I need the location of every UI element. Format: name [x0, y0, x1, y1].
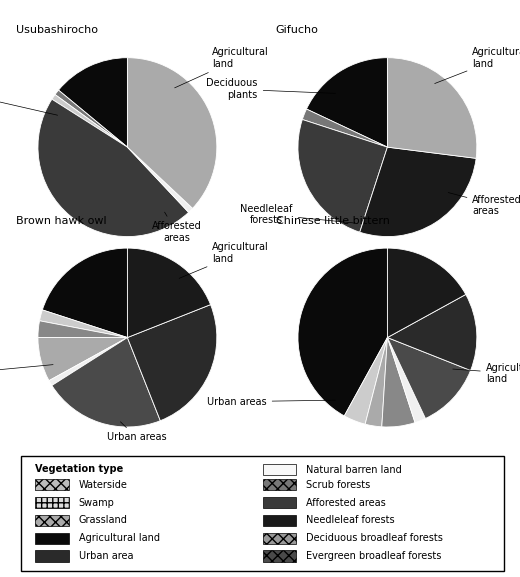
- Text: Brown hawk owl: Brown hawk owl: [16, 216, 106, 226]
- Wedge shape: [52, 338, 160, 427]
- Wedge shape: [40, 310, 127, 338]
- Text: Afforented
areas: Afforented areas: [0, 363, 53, 384]
- Wedge shape: [38, 338, 127, 381]
- Wedge shape: [49, 338, 127, 385]
- Text: Chinese little bittern: Chinese little bittern: [276, 216, 389, 226]
- Wedge shape: [38, 99, 189, 237]
- Text: Afforested
areas: Afforested areas: [448, 193, 520, 216]
- Wedge shape: [52, 95, 127, 147]
- Bar: [263, 550, 296, 562]
- Wedge shape: [365, 338, 387, 427]
- Text: Waterside: Waterside: [79, 479, 128, 490]
- Text: Needleleaf
forests: Needleleaf forests: [240, 204, 353, 225]
- Text: Urban areas: Urban areas: [107, 422, 166, 443]
- Wedge shape: [298, 119, 387, 232]
- Wedge shape: [387, 338, 425, 422]
- Bar: [263, 497, 296, 508]
- Text: Grassland: Grassland: [79, 515, 128, 526]
- Text: Vegetation type: Vegetation type: [35, 464, 124, 474]
- Text: Agricultural
land: Agricultural land: [453, 363, 520, 384]
- Bar: [35, 479, 69, 490]
- Text: Deciduous broadleaf forests: Deciduous broadleaf forests: [306, 533, 443, 544]
- Bar: [35, 515, 69, 526]
- Wedge shape: [382, 338, 415, 427]
- Wedge shape: [387, 58, 477, 158]
- Bar: [263, 479, 296, 490]
- Wedge shape: [360, 147, 476, 237]
- Text: Scrub forests: Scrub forests: [306, 479, 370, 490]
- Bar: [263, 533, 296, 544]
- Text: Gifucho: Gifucho: [276, 25, 318, 35]
- Text: Deciduous
plants: Deciduous plants: [206, 78, 335, 100]
- Bar: [263, 515, 296, 526]
- Wedge shape: [306, 58, 387, 147]
- Text: Agricultural
land: Agricultural land: [179, 242, 269, 278]
- Text: Afforested
areas: Afforested areas: [152, 212, 201, 243]
- Wedge shape: [127, 248, 211, 338]
- Wedge shape: [387, 338, 471, 418]
- Text: Swamp: Swamp: [79, 497, 115, 508]
- Text: Agricultural land: Agricultural land: [79, 533, 160, 544]
- Wedge shape: [55, 90, 127, 147]
- Wedge shape: [127, 58, 217, 208]
- Text: Needleleaf forests: Needleleaf forests: [306, 515, 395, 526]
- Bar: [263, 464, 296, 475]
- Text: Agricultural
land: Agricultural land: [435, 47, 520, 84]
- Bar: [35, 533, 69, 544]
- Text: Natural barren land: Natural barren land: [306, 464, 402, 475]
- Wedge shape: [127, 147, 192, 212]
- Text: Agricultural
land: Agricultural land: [175, 47, 269, 88]
- Text: Evergreen broadleaf forests: Evergreen broadleaf forests: [306, 551, 441, 561]
- Text: Usubashirocho: Usubashirocho: [16, 25, 98, 35]
- Wedge shape: [298, 248, 387, 416]
- Wedge shape: [344, 338, 387, 424]
- Wedge shape: [58, 58, 127, 147]
- Bar: [35, 497, 69, 508]
- Wedge shape: [387, 294, 477, 370]
- Wedge shape: [127, 305, 217, 421]
- Wedge shape: [302, 109, 387, 147]
- Text: Deciduous
plants: Deciduous plants: [0, 83, 58, 115]
- Wedge shape: [387, 248, 466, 338]
- Bar: [35, 550, 69, 562]
- Wedge shape: [38, 321, 127, 338]
- Wedge shape: [42, 248, 127, 338]
- Text: Urban areas: Urban areas: [207, 396, 335, 407]
- Text: Urban area: Urban area: [79, 551, 133, 561]
- Text: Afforested areas: Afforested areas: [306, 497, 386, 508]
